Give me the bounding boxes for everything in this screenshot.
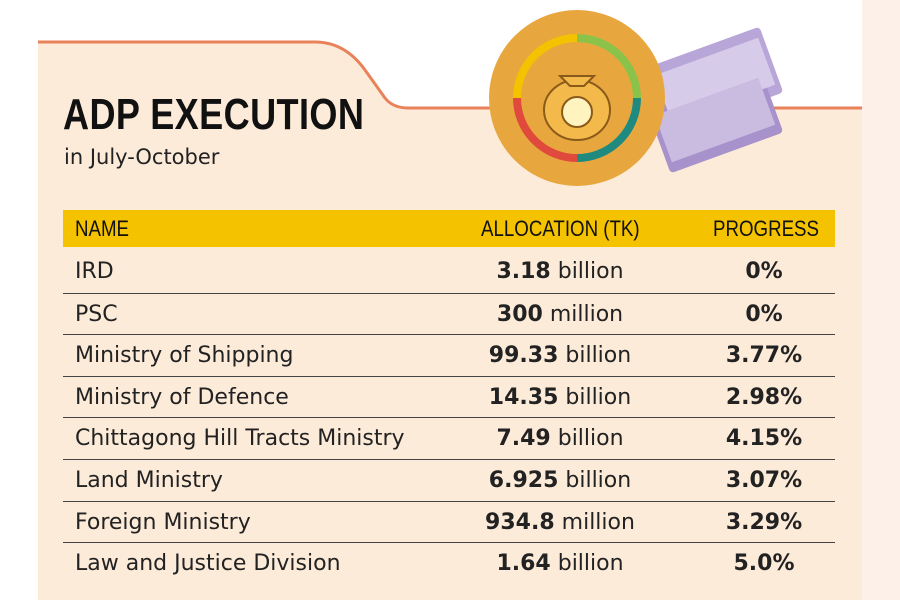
coin-icon bbox=[489, 10, 665, 186]
allocation: 1.64 billion bbox=[496, 543, 623, 585]
progress: 2.98% bbox=[725, 384, 803, 410]
progress: 5.0% bbox=[733, 551, 795, 577]
allocation-amount: 7.49 bbox=[496, 426, 551, 452]
ministry-name: Ministry of Shipping bbox=[75, 343, 294, 369]
allocation-amount: 934.8 bbox=[485, 509, 555, 535]
table-row: Foreign Ministry 934.8 million 3.29% bbox=[63, 500, 835, 544]
allocation-amount: 99.33 bbox=[488, 343, 559, 369]
allocation-unit: billion bbox=[557, 259, 624, 284]
title: ADP EXECUTION bbox=[63, 90, 365, 139]
allocation: 14.35 billion bbox=[489, 377, 631, 419]
allocation-amount: 1.64 bbox=[496, 551, 551, 577]
allocation-amount: 14.35 bbox=[488, 384, 559, 410]
ministry-name: Ministry of Defence bbox=[75, 384, 289, 410]
table-row: PSC 300 million 0% bbox=[63, 292, 835, 336]
progress: 3.77% bbox=[725, 343, 803, 369]
allocation-unit: billion bbox=[557, 551, 624, 577]
allocation-unit: billion bbox=[557, 426, 624, 452]
ministry-name: Law and Justice Division bbox=[75, 551, 341, 577]
table-row: Ministry of Defence 14.35 billion 2.98% bbox=[63, 375, 835, 419]
table-header: NAME ALLOCATION (TK) PROGRESS bbox=[63, 210, 835, 247]
allocation-unit: billion bbox=[565, 468, 632, 493]
progress: 0% bbox=[745, 301, 783, 327]
subtitle: in July-October bbox=[64, 145, 220, 169]
allocation-unit: billion bbox=[565, 343, 632, 369]
money-stack bbox=[647, 27, 783, 173]
table-row: Chittagong Hill Tracts Ministry 7.49 bill… bbox=[63, 417, 835, 460]
allocation-amount: 6.925 bbox=[488, 468, 559, 493]
table-row: IRD 3.18 billion 0% bbox=[63, 251, 835, 293]
ministry-name: IRD bbox=[75, 259, 114, 284]
ministry-name: PSC bbox=[75, 301, 118, 327]
table-row: Ministry of Shipping 99.33 billion 3.77% bbox=[63, 334, 835, 377]
allocation: 99.33 billion bbox=[489, 335, 631, 377]
allocation-unit: million bbox=[561, 509, 635, 535]
allocation: 300 million bbox=[497, 294, 623, 336]
allocation: 934.8 million bbox=[485, 502, 635, 544]
allocation-unit: billion bbox=[565, 384, 632, 410]
allocation: 7.49 billion bbox=[496, 418, 623, 460]
allocation: 3.18 billion bbox=[496, 251, 623, 293]
ministry-name: Foreign Ministry bbox=[75, 509, 251, 535]
progress: 4.15% bbox=[725, 426, 803, 452]
progress: 0% bbox=[745, 259, 783, 284]
allocation-amount: 300 bbox=[496, 301, 543, 327]
column-header: ALLOCATION (TK) bbox=[481, 216, 640, 241]
table-row: Land Ministry 6.925 billion 3.07% bbox=[63, 459, 835, 502]
progress: 3.29% bbox=[725, 509, 803, 535]
allocation-amount: 3.18 bbox=[496, 259, 551, 284]
column-header: PROGRESS bbox=[713, 216, 819, 241]
table-row: Law and Justice Division 1.64 billion 5.0% bbox=[63, 542, 835, 585]
allocation-unit: million bbox=[549, 301, 624, 327]
column-header: NAME bbox=[75, 216, 130, 241]
ministry-name: Chittagong Hill Tracts Ministry bbox=[75, 426, 405, 452]
ministry-name: Land Ministry bbox=[75, 468, 223, 493]
allocation: 6.925 billion bbox=[489, 460, 631, 502]
progress: 3.07% bbox=[725, 468, 803, 493]
